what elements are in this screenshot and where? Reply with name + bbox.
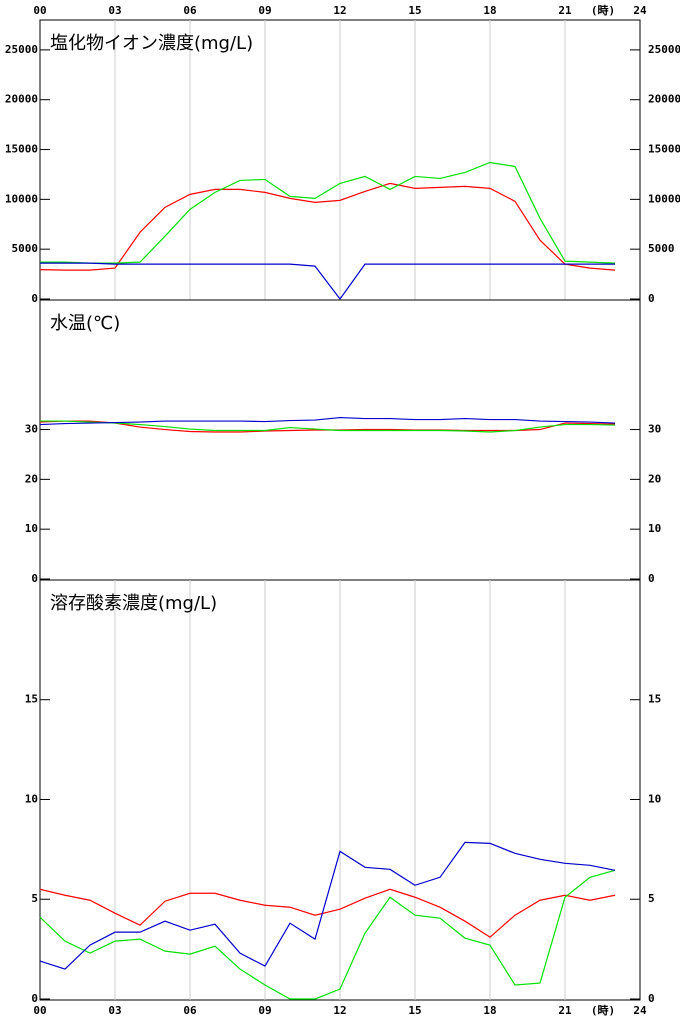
y-tick-label: 15 — [648, 693, 661, 706]
y-tick-label: 5 — [31, 892, 38, 905]
y-tick-label: 10 — [648, 522, 661, 535]
y-tick-label: 15000 — [648, 143, 680, 156]
x-tick-label: 03 — [108, 4, 121, 17]
y-tick-label: 5000 — [12, 242, 39, 255]
y-tick-label: 0 — [648, 992, 655, 1005]
panel-title: 溶存酸素濃度(mg/L) — [50, 593, 217, 614]
x-tick-label: 18 — [483, 1004, 496, 1017]
x-tick-label: 15 — [408, 4, 421, 17]
y-tick-label: 25000 — [5, 43, 38, 56]
y-tick-label: 0 — [31, 292, 38, 305]
x-tick-label: 00 — [33, 1004, 46, 1017]
panel-frame — [39, 299, 641, 581]
x-tick-label: 00 — [33, 4, 46, 17]
data-line — [40, 262, 615, 301]
y-tick-label: 5 — [648, 892, 655, 905]
y-tick-label: 5000 — [648, 242, 675, 255]
data-line — [39, 888, 616, 938]
x-tick-label: 09 — [258, 4, 271, 17]
x-tick-label: 24 — [633, 1004, 647, 1017]
y-tick-label: 0 — [648, 572, 655, 585]
x-tick-label: 15 — [408, 1004, 421, 1017]
y-tick-label: 30 — [25, 423, 38, 436]
x-axis-label: (時) — [591, 1003, 615, 1017]
y-tick-label: 10000 — [648, 192, 680, 205]
x-tick-label: 21 — [558, 4, 572, 17]
y-tick-label: 10 — [25, 792, 38, 805]
y-tick-label: 20 — [25, 472, 38, 485]
x-tick-label: 06 — [183, 4, 197, 17]
y-tick-label: 20000 — [5, 93, 38, 106]
y-tick-label: 10 — [25, 522, 38, 535]
y-tick-label: 20 — [648, 472, 661, 485]
y-tick-label: 0 — [31, 572, 38, 585]
x-tick-label: 12 — [333, 4, 346, 17]
data-line — [40, 161, 616, 264]
x-axis-label: (時) — [591, 3, 615, 17]
x-tick-label: 18 — [483, 4, 496, 17]
y-tick-label: 0 — [31, 992, 38, 1005]
y-tick-label: 30 — [648, 423, 661, 436]
y-tick-label: 10 — [648, 792, 661, 805]
x-tick-label: 09 — [258, 1004, 271, 1017]
x-tick-label: 03 — [108, 1004, 121, 1017]
x-tick-label: 12 — [333, 1004, 346, 1017]
x-tick-label: 06 — [183, 1004, 197, 1017]
data-line — [39, 182, 616, 271]
x-tick-label: 24 — [633, 4, 647, 17]
y-tick-label: 10000 — [5, 192, 38, 205]
x-tick-label: 21 — [558, 1004, 572, 1017]
y-tick-label: 15000 — [5, 143, 38, 156]
data-line — [39, 416, 616, 426]
panel-title: 塩化物イオン濃度(mg/L) — [50, 33, 253, 54]
y-tick-label: 25000 — [648, 43, 680, 56]
data-line — [39, 869, 616, 1000]
data-line — [40, 420, 616, 433]
y-tick-label: 20000 — [648, 93, 680, 106]
y-tick-label: 0 — [648, 292, 655, 305]
panel-title: 水温(℃) — [50, 313, 120, 334]
data-line — [39, 841, 616, 970]
y-tick-label: 15 — [25, 693, 38, 706]
